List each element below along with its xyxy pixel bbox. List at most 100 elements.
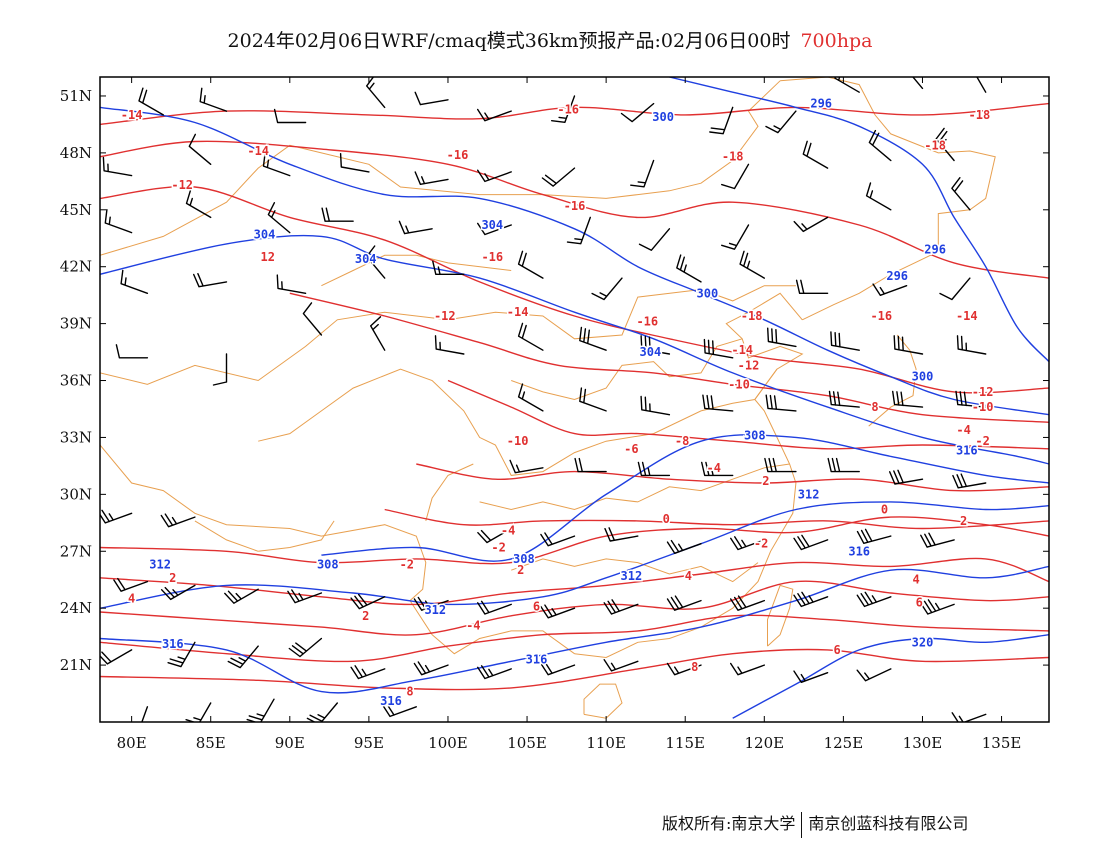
height-contour-label: 316 bbox=[526, 652, 548, 666]
wind-barb bbox=[856, 591, 892, 608]
wind-barb bbox=[517, 250, 544, 279]
wind-barb bbox=[370, 316, 386, 351]
temperature-contour-label: -2 bbox=[754, 537, 768, 551]
temperature-contour-label: -6 bbox=[624, 442, 638, 456]
temperature-contour-label: 2 bbox=[362, 609, 369, 623]
wind-barb bbox=[398, 220, 433, 235]
wind-barb bbox=[276, 274, 307, 294]
wind-barb bbox=[676, 254, 702, 283]
height-contour-label: 308 bbox=[744, 429, 766, 443]
wind-barb bbox=[100, 649, 133, 665]
wind-barb bbox=[868, 129, 892, 162]
boundary-line bbox=[583, 683, 623, 719]
height-contour-label: 308 bbox=[317, 558, 339, 572]
wind-barb bbox=[321, 207, 354, 222]
height-contour bbox=[732, 634, 1049, 719]
wind-barb bbox=[540, 532, 576, 547]
wind-barb bbox=[288, 637, 323, 658]
height-contour-label: 300 bbox=[652, 110, 674, 124]
temperature-contour-label: -14 bbox=[247, 144, 269, 158]
height-contour bbox=[100, 501, 1049, 609]
wind-barb bbox=[951, 177, 971, 211]
temperature-contour bbox=[100, 648, 1049, 691]
temperature-contour-label: 6 bbox=[833, 643, 840, 657]
temperature-contour-label: -4 bbox=[466, 618, 480, 632]
wind-barb bbox=[795, 279, 829, 294]
wind-barb bbox=[721, 224, 750, 250]
temperature-contour bbox=[100, 614, 1049, 663]
boundary-line bbox=[258, 368, 778, 476]
lat-tick-label: 45N bbox=[60, 201, 92, 219]
wind-barb bbox=[721, 163, 750, 190]
wind-barb bbox=[262, 152, 291, 177]
wind-barb bbox=[865, 182, 892, 211]
lat-tick-label: 36N bbox=[60, 372, 92, 390]
wind-barb bbox=[414, 171, 449, 185]
wind-barb bbox=[566, 216, 591, 245]
boundary-line bbox=[194, 520, 259, 552]
height-contour-label: 316 bbox=[848, 544, 870, 558]
wind-barb bbox=[976, 77, 987, 93]
wind-barb bbox=[267, 202, 291, 234]
height-contour bbox=[669, 77, 1049, 363]
temperature-contour-label: -16 bbox=[870, 309, 892, 323]
wind-barb bbox=[701, 461, 734, 477]
country-province-boundaries bbox=[100, 77, 996, 719]
wind-barb bbox=[477, 169, 512, 183]
wind-barb bbox=[477, 108, 512, 122]
wind-barb bbox=[382, 703, 417, 718]
height-contour-label: 312 bbox=[424, 603, 446, 617]
height-contour-label: 316 bbox=[956, 444, 978, 458]
boundary-line bbox=[574, 292, 804, 659]
wind-barb bbox=[167, 641, 196, 668]
height-contour-label: 320 bbox=[912, 635, 934, 649]
wind-barb bbox=[828, 390, 860, 408]
temperature-contour-label: -12 bbox=[972, 385, 994, 399]
height-contour-label: 304 bbox=[254, 228, 276, 242]
wind-barb bbox=[104, 209, 133, 234]
lat-tick-label: 24N bbox=[60, 599, 92, 617]
lat-tick-label: 21N bbox=[60, 656, 92, 674]
height-contour-label: 312 bbox=[621, 569, 643, 583]
wind-barb bbox=[640, 335, 671, 355]
wind-barb bbox=[477, 600, 512, 615]
height-contour bbox=[321, 434, 1049, 562]
wind-barb bbox=[730, 662, 765, 676]
temperature-contour-label: -18 bbox=[741, 309, 763, 323]
temperature-contour bbox=[100, 580, 1049, 636]
wind-barb bbox=[413, 596, 449, 611]
wind-barb bbox=[188, 133, 212, 165]
temperature-contour-label: 4 bbox=[912, 573, 919, 587]
temperature-contour-label: 2 bbox=[517, 563, 524, 577]
wind-barb bbox=[630, 159, 655, 188]
wind-barb bbox=[551, 95, 576, 123]
lat-tick-label: 42N bbox=[60, 258, 92, 276]
temperature-contour-label: 2 bbox=[169, 571, 176, 585]
wind-barb bbox=[730, 536, 765, 551]
wind-barb bbox=[827, 457, 860, 473]
wind-barb bbox=[509, 459, 544, 474]
wind-barb bbox=[273, 108, 307, 124]
plot-frame bbox=[99, 76, 1050, 723]
lat-tick-label: 39N bbox=[60, 315, 92, 333]
wind-barb bbox=[830, 331, 860, 351]
wind-barb bbox=[541, 167, 576, 187]
wind-barb bbox=[413, 661, 449, 676]
wind-barb bbox=[856, 528, 892, 544]
wind-barb bbox=[640, 395, 671, 416]
temperature-contour-label: -16 bbox=[557, 102, 579, 116]
temperature-contour-label: -2 bbox=[975, 434, 989, 448]
lon-tick-label: 100E bbox=[428, 734, 468, 752]
temperature-contour-label: -18 bbox=[969, 108, 991, 122]
temperature-contour-label: 12 bbox=[260, 250, 274, 264]
wind-barb bbox=[956, 335, 987, 355]
temperature-contour-label: -16 bbox=[564, 199, 586, 213]
temperature-contour-label: 4 bbox=[685, 569, 692, 583]
temperature-contour-label: -14 bbox=[731, 343, 753, 357]
lat-tick-label: 51N bbox=[60, 87, 92, 105]
boundary-line bbox=[100, 285, 796, 385]
wind-barb bbox=[477, 222, 512, 236]
wind-barb bbox=[350, 593, 386, 610]
chart-title-text: 2024年02月06日WRF/cmaq模式36km预报产品:02月06日00时 bbox=[227, 30, 791, 52]
